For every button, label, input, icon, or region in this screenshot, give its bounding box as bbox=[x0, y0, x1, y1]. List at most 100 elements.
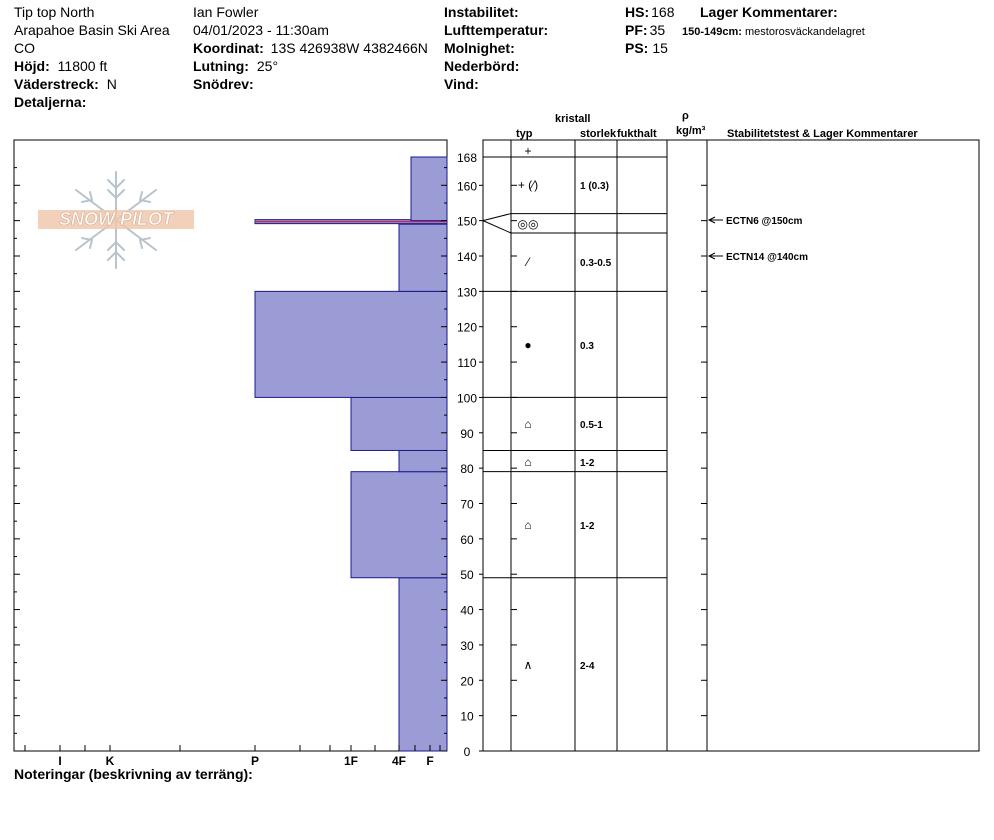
precip-label: Nederbörd: bbox=[444, 58, 520, 74]
crystal-size: 1-2 bbox=[580, 458, 595, 469]
pf-value: 35 bbox=[649, 22, 666, 38]
crystal-size: 0.3 bbox=[580, 341, 594, 352]
slope-value: 25° bbox=[256, 58, 279, 74]
instability-label: Instabilitet: bbox=[444, 4, 519, 20]
crystal-symbol: ⌂ bbox=[524, 455, 531, 469]
hardness-label: F bbox=[426, 754, 433, 768]
hardness-bar bbox=[350, 396, 448, 451]
crystal-symbol: ● bbox=[524, 338, 531, 352]
hardness-label: K bbox=[106, 754, 115, 768]
crystal-size: 1 (0.3) bbox=[580, 181, 609, 192]
y-tick-label: 150 bbox=[457, 215, 477, 229]
layer-comment-text: mestorosväckandelagret bbox=[745, 26, 865, 38]
col-density-unit: kg/m³ bbox=[676, 125, 706, 137]
airtemp-label: Lufttemperatur: bbox=[444, 22, 549, 38]
elevation: Höjd: 11800 ft bbox=[14, 58, 107, 74]
hardness-bar bbox=[398, 223, 448, 292]
hardness-label: I bbox=[58, 754, 61, 768]
crystal-symbol: ◎◎ bbox=[518, 217, 539, 231]
observer: Ian Fowler bbox=[193, 4, 259, 20]
slope-label: Lutning: bbox=[193, 58, 249, 74]
notes-label: Noteringar (beskrivning av terräng): bbox=[14, 766, 253, 782]
ps: PS: 15 bbox=[625, 40, 668, 56]
hardness-bar bbox=[254, 290, 448, 398]
pf-label: PF: bbox=[625, 22, 648, 38]
y-tick-label: 120 bbox=[457, 321, 477, 335]
col-stability: Stabilitetstest & Lager Kommentarer bbox=[727, 128, 918, 140]
wind-label: Vind: bbox=[444, 76, 479, 92]
hs-value: 168 bbox=[651, 4, 675, 20]
boundary-connector bbox=[482, 220, 512, 234]
y-tick-label: 40 bbox=[460, 604, 474, 618]
state: CO bbox=[14, 40, 35, 56]
col-moisture: fukthalt bbox=[617, 128, 657, 140]
datetime: 04/01/2023 - 11:30am bbox=[193, 22, 329, 38]
hardness-bar bbox=[398, 577, 448, 752]
y-tick-label: 30 bbox=[460, 639, 474, 653]
area: Arapahoe Basin Ski Area bbox=[14, 22, 170, 38]
hardness-bar bbox=[350, 471, 448, 579]
details-label: Detaljerna: bbox=[14, 94, 87, 110]
col-size: storlek bbox=[580, 128, 617, 140]
crystal-symbol: ⌂ bbox=[524, 417, 531, 431]
crystal-symbol: ⌂ bbox=[524, 518, 531, 532]
hardness-bar bbox=[398, 449, 448, 473]
crystal-size: 2-4 bbox=[580, 661, 595, 672]
pf: PF: 35 bbox=[625, 22, 665, 38]
coordinates-value: 13S 426938W 4382466N bbox=[270, 40, 428, 56]
y-tick-label: 130 bbox=[457, 285, 477, 299]
y-tick-label: 160 bbox=[457, 179, 477, 193]
crystal-symbol: ∧ bbox=[524, 658, 533, 672]
hs-label: HS: bbox=[625, 4, 650, 20]
y-tick-label: 90 bbox=[460, 427, 474, 441]
hardness-label: P bbox=[251, 754, 259, 768]
elevation-label: Höjd: bbox=[14, 58, 50, 74]
elevation-value: 11800 ft bbox=[57, 58, 108, 74]
layer-comments-label: Lager Kommentarer: bbox=[700, 4, 838, 20]
stability-arrowhead bbox=[707, 252, 716, 260]
layer-comment-range: 150-149cm: bbox=[682, 26, 742, 38]
crystal-symbol: + (⁄) bbox=[518, 178, 538, 192]
layer-table-frame bbox=[482, 139, 980, 752]
crystal-size: 1-2 bbox=[580, 521, 595, 532]
coordinates: Koordinat: 13S 426938W 4382466N bbox=[193, 40, 428, 56]
col-rho: ρ bbox=[682, 110, 689, 122]
crystal-size: 0.3-0.5 bbox=[580, 258, 612, 269]
coordinates-label: Koordinat: bbox=[193, 40, 264, 56]
col-type: typ bbox=[516, 128, 533, 140]
y-tick-label: 20 bbox=[460, 674, 474, 688]
ps-value: 15 bbox=[652, 40, 668, 56]
hs: HS: 168 bbox=[625, 4, 674, 20]
y-tick-label: 80 bbox=[460, 462, 474, 476]
crystal-size: 0.5-1 bbox=[580, 420, 603, 431]
snow-pilot-logo: SNOW PILOT bbox=[38, 171, 194, 269]
ps-label: PS: bbox=[625, 40, 649, 56]
aspect-value: N bbox=[106, 76, 117, 92]
y-tick-label: 168 bbox=[457, 151, 477, 165]
y-tick-label: 60 bbox=[460, 533, 474, 547]
hardness-bar bbox=[410, 156, 448, 222]
aspect-label: Väderstreck: bbox=[14, 76, 99, 92]
hardness-label: 4F bbox=[392, 754, 406, 768]
stability-test-label: ECTN6 @150cm bbox=[726, 216, 803, 227]
boundary-connector bbox=[482, 213, 512, 222]
hardness-label: 1F bbox=[344, 754, 358, 768]
slope: Lutning: 25° bbox=[193, 58, 278, 74]
logo-text: SNOW PILOT bbox=[59, 209, 175, 229]
crystal-symbol: + bbox=[524, 144, 531, 158]
y-tick-label: 140 bbox=[457, 250, 477, 264]
cloud-label: Molnighet: bbox=[444, 40, 515, 56]
stability-arrowhead bbox=[707, 216, 716, 224]
location: Tip top North bbox=[14, 4, 95, 20]
drift-label: Snödrev: bbox=[193, 76, 254, 92]
y-tick-label: 100 bbox=[457, 391, 477, 405]
stability-test-label: ECTN14 @140cm bbox=[726, 252, 808, 263]
y-tick-label: 110 bbox=[457, 356, 476, 370]
col-crystal: kristall bbox=[555, 113, 591, 125]
layer-comment: 150-149cm: mestorosväckandelagret bbox=[682, 24, 865, 40]
aspect: Väderstreck: N bbox=[14, 76, 117, 92]
crystal-symbol: ⁄ bbox=[524, 255, 531, 269]
y-tick-label: 10 bbox=[460, 710, 474, 724]
y-tick-label: 70 bbox=[460, 498, 474, 512]
